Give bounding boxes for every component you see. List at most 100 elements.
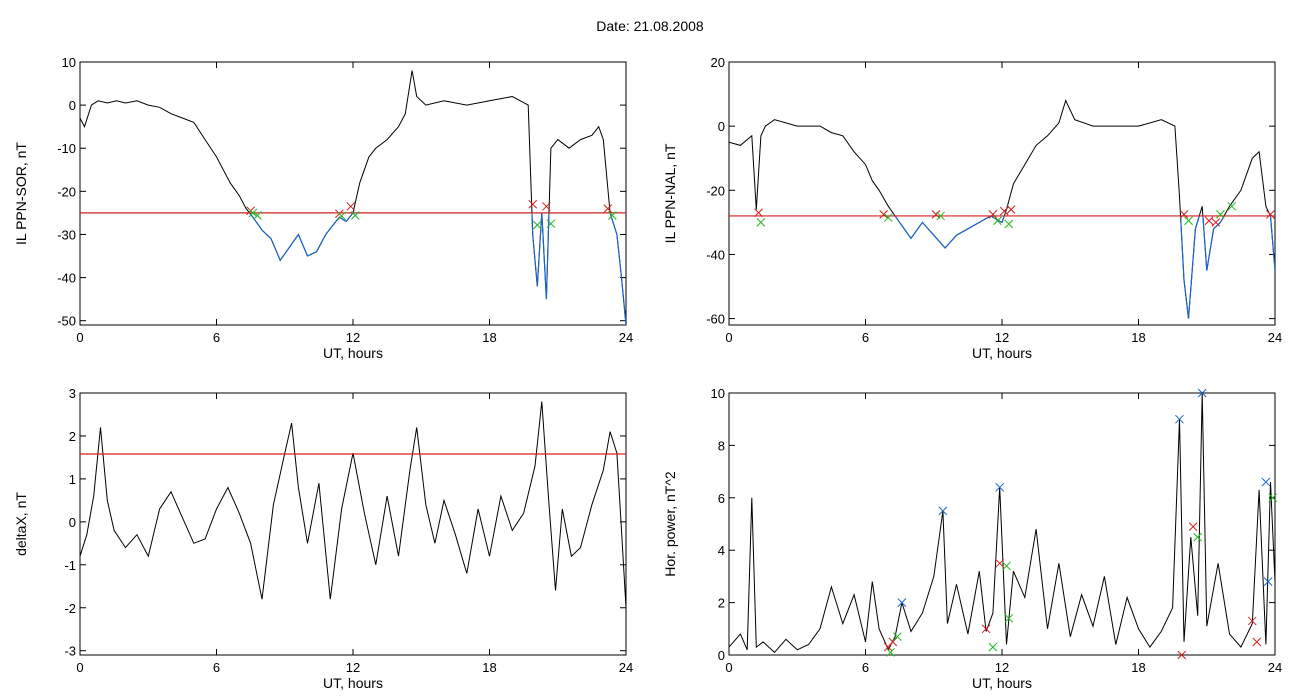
y-axis-label: Hor. power, nT^2 (662, 471, 678, 577)
x-tick-label: 24 (1268, 660, 1282, 675)
series-below-threshold (248, 212, 626, 325)
marker-red (879, 209, 889, 219)
series-below-threshold (894, 215, 1275, 319)
y-axis-label: IL PPN-SOR, nT (13, 142, 29, 245)
marker-red (1204, 216, 1214, 226)
y-tick-label: 0 (718, 648, 725, 663)
marker-green (253, 211, 262, 220)
x-tick-label: 0 (725, 330, 732, 345)
y-tick-label: -3 (64, 644, 76, 659)
y-tick-label: 0 (718, 119, 725, 134)
marker-red (1252, 637, 1262, 647)
marker-green (1184, 216, 1193, 226)
x-tick-label: 24 (1268, 330, 1282, 345)
y-tick-label: -40 (57, 271, 76, 286)
panel-deltax: 0 6 12 18 24 3 2 1 0 -1 -2 -3 UT, hours deltaX, nT (13, 386, 633, 691)
marker-green (546, 219, 556, 229)
marker-blue (938, 506, 948, 516)
x-axis-label: UT, hours (323, 345, 383, 361)
marker-green (532, 220, 542, 230)
marker-green (1002, 561, 1011, 571)
panel-il-ppn-nal: 0 6 12 18 24 20 0 -20 -40 -60 UT, hours IL PPN-NAL,… (662, 55, 1282, 361)
marker-red (528, 199, 538, 209)
figure-title: Date: 21.08.2008 (596, 18, 704, 34)
marker-blue (897, 598, 907, 607)
x-tick-label: 0 (725, 660, 732, 675)
x-tick-label: 0 (76, 660, 83, 675)
y-tick-label: 6 (718, 491, 725, 506)
marker-red (1266, 209, 1275, 219)
marker-red (1247, 616, 1257, 626)
marker-red (981, 624, 991, 634)
marker-blue (995, 482, 1005, 492)
x-tick-label: 24 (619, 330, 633, 345)
y-tick-label: 3 (69, 386, 76, 401)
x-tick-label: 18 (1131, 660, 1145, 675)
marker-green (1004, 219, 1014, 229)
marker-red (346, 202, 356, 211)
marker-green (607, 211, 617, 220)
series-line (729, 393, 1275, 654)
x-tick-label: 24 (619, 660, 633, 675)
marker-green (936, 211, 945, 221)
y-tick-label: -2 (64, 601, 76, 616)
y-tick-label: -20 (57, 184, 76, 199)
marker-green (1268, 493, 1278, 503)
plot-frame (728, 392, 1276, 656)
y-axis-label: deltaX, nT (13, 492, 29, 556)
marker-blue (1197, 388, 1207, 398)
marker-red (999, 206, 1009, 216)
x-axis-label: UT, hours (323, 675, 383, 691)
x-tick-label: 6 (862, 330, 869, 345)
panel-hor-power: 0 6 12 18 24 10 8 6 4 2 0 UT, hours Hor. power, nT^2 (662, 386, 1282, 691)
marker-red (1006, 205, 1016, 214)
plot-frame (79, 61, 627, 326)
marker-green (886, 648, 895, 657)
y-tick-label: 0 (69, 98, 76, 113)
y-tick-label: 4 (718, 543, 725, 558)
marker-green (1216, 209, 1225, 219)
x-axis-label: UT, hours (972, 345, 1032, 361)
x-tick-label: 18 (482, 330, 496, 345)
marker-blue (1175, 414, 1184, 424)
x-tick-label: 12 (995, 660, 1009, 675)
marker-blue (1263, 577, 1273, 586)
y-tick-label: -60 (706, 312, 725, 327)
x-tick-label: 12 (346, 660, 360, 675)
y-tick-label: 20 (711, 55, 725, 70)
series-line (80, 401, 626, 608)
y-tick-label: 0 (69, 515, 76, 530)
x-tick-label: 6 (862, 660, 869, 675)
x-axis-label: UT, hours (972, 675, 1032, 691)
y-axis-label: IL PPN-NAL, nT (662, 143, 678, 243)
marker-red (1211, 218, 1221, 227)
marker-green (988, 642, 998, 652)
marker-green (248, 208, 258, 218)
y-tick-label: -10 (57, 141, 76, 156)
y-tick-label: 8 (718, 438, 725, 453)
y-tick-label: 2 (718, 596, 725, 611)
marker-green (993, 216, 1002, 226)
x-tick-label: 6 (213, 660, 220, 675)
panel-il-ppn-sor: 0 6 12 18 24 10 0 -10 -20 -30 -40 -50 UT, hours IL PP… (13, 55, 633, 361)
x-tick-label: 12 (346, 330, 360, 345)
x-tick-label: 18 (482, 660, 496, 675)
y-tick-label: 2 (69, 429, 76, 444)
y-tick-label: 1 (69, 472, 76, 487)
marker-green (350, 211, 360, 220)
marker-red (542, 202, 551, 211)
marker-red (1188, 522, 1198, 531)
y-tick-label: -40 (706, 247, 725, 262)
marker-green (1004, 613, 1014, 623)
marker-green (1227, 201, 1237, 211)
marker-red (988, 209, 998, 219)
marker-red (754, 208, 763, 218)
y-tick-label: 10 (62, 55, 76, 70)
marker-red (1179, 209, 1189, 219)
y-tick-label: -50 (57, 314, 76, 329)
marker-red (603, 204, 613, 213)
x-tick-label: 0 (76, 330, 83, 345)
x-tick-label: 6 (213, 330, 220, 345)
marker-green (1193, 532, 1203, 542)
plot-frame (728, 61, 1276, 326)
